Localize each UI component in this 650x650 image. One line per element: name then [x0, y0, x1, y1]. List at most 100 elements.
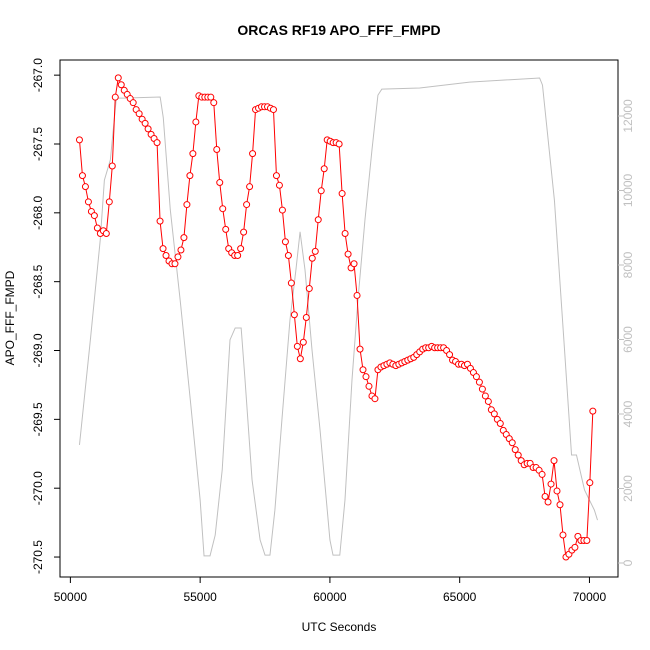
data-point	[102, 229, 110, 237]
data-point	[299, 338, 307, 346]
data-point	[219, 205, 227, 213]
data-point	[490, 410, 498, 418]
series-line	[78, 77, 598, 557]
data-point	[135, 110, 143, 118]
data-point	[511, 446, 519, 454]
data-point	[93, 224, 101, 232]
data-point	[553, 487, 561, 495]
data-point	[186, 172, 194, 180]
y2-tick-label: 10000	[621, 173, 635, 207]
data-point	[311, 247, 319, 255]
x-tick-label: 70000	[573, 590, 607, 604]
data-point	[296, 355, 304, 363]
data-point	[514, 451, 522, 459]
y2-tick-label: 2000	[621, 475, 635, 502]
y-tick-label: -268.0	[31, 195, 45, 229]
y-tick-label: -270.5	[31, 540, 45, 574]
data-point	[484, 397, 492, 405]
data-point	[481, 392, 489, 400]
y2-tick-label: 0	[621, 559, 635, 566]
data-point	[117, 81, 125, 89]
data-point	[293, 342, 301, 350]
data-point	[78, 172, 86, 180]
data-point	[159, 245, 167, 253]
data-point	[371, 395, 379, 403]
data-point	[559, 531, 567, 539]
x-axis-label: UTC Seconds	[302, 620, 377, 634]
data-point	[544, 498, 552, 506]
data-point	[284, 252, 292, 260]
data-point	[171, 260, 179, 268]
data-point	[362, 373, 370, 381]
x-tick-label: 60000	[313, 590, 347, 604]
data-point	[114, 74, 122, 82]
data-point	[210, 99, 218, 107]
data-point	[234, 252, 242, 260]
data-point	[308, 254, 316, 262]
data-point	[538, 470, 546, 478]
data-point	[108, 162, 116, 170]
data-point	[478, 385, 486, 393]
data-point	[84, 198, 92, 206]
data-point	[156, 217, 164, 225]
data-point	[317, 187, 325, 195]
y-axis-label: APO_FFF_FMPD	[3, 270, 17, 365]
data-point	[249, 150, 257, 158]
data-point	[589, 407, 597, 415]
data-point	[216, 179, 224, 187]
data-point	[213, 145, 221, 153]
data-point	[75, 136, 83, 144]
data-point	[446, 351, 454, 359]
data-point	[174, 253, 182, 261]
y2-tick-label: 8000	[621, 251, 635, 278]
y-tick-label: -267.5	[31, 127, 45, 161]
data-point	[583, 537, 591, 545]
data-point	[305, 285, 313, 293]
data-point	[314, 216, 322, 224]
data-point	[472, 373, 480, 381]
data-point	[180, 234, 188, 242]
data-point	[275, 181, 283, 189]
y-tick-label: -270.0	[31, 471, 45, 505]
data-point	[162, 252, 170, 260]
data-point	[556, 501, 564, 509]
data-point	[335, 140, 343, 148]
y-tick-label: -269.0	[31, 333, 45, 367]
data-point	[153, 139, 161, 147]
y-tick-label: -267.0	[31, 58, 45, 92]
data-point	[290, 311, 298, 319]
data-point	[192, 118, 200, 126]
data-point	[237, 245, 245, 253]
y-tick-label: -269.5	[31, 402, 45, 436]
data-point	[177, 246, 185, 254]
data-point	[344, 250, 352, 258]
data-point	[281, 238, 289, 246]
data-point	[183, 201, 191, 209]
data-point	[365, 382, 373, 390]
data-point	[111, 93, 119, 101]
plot-frame	[59, 59, 619, 578]
data-point	[353, 291, 361, 299]
data-point	[189, 150, 197, 158]
data-point	[320, 165, 328, 173]
data-point	[269, 106, 277, 114]
data-point	[141, 119, 149, 127]
data-point	[240, 228, 248, 236]
data-point	[359, 366, 367, 374]
data-point	[144, 125, 152, 133]
data-point	[496, 419, 504, 427]
data-point	[90, 212, 98, 220]
data-point	[272, 172, 280, 180]
data-point	[287, 279, 295, 287]
data-point	[356, 345, 364, 353]
x-tick-label: 55000	[183, 590, 217, 604]
y2-tick-label: 6000	[621, 326, 635, 353]
x-tick-label: 50000	[54, 590, 88, 604]
data-point	[278, 206, 286, 214]
data-point	[541, 492, 549, 500]
chart-title: ORCAS RF19 APO_FFF_FMPD	[237, 22, 440, 38]
data-point	[341, 229, 349, 237]
